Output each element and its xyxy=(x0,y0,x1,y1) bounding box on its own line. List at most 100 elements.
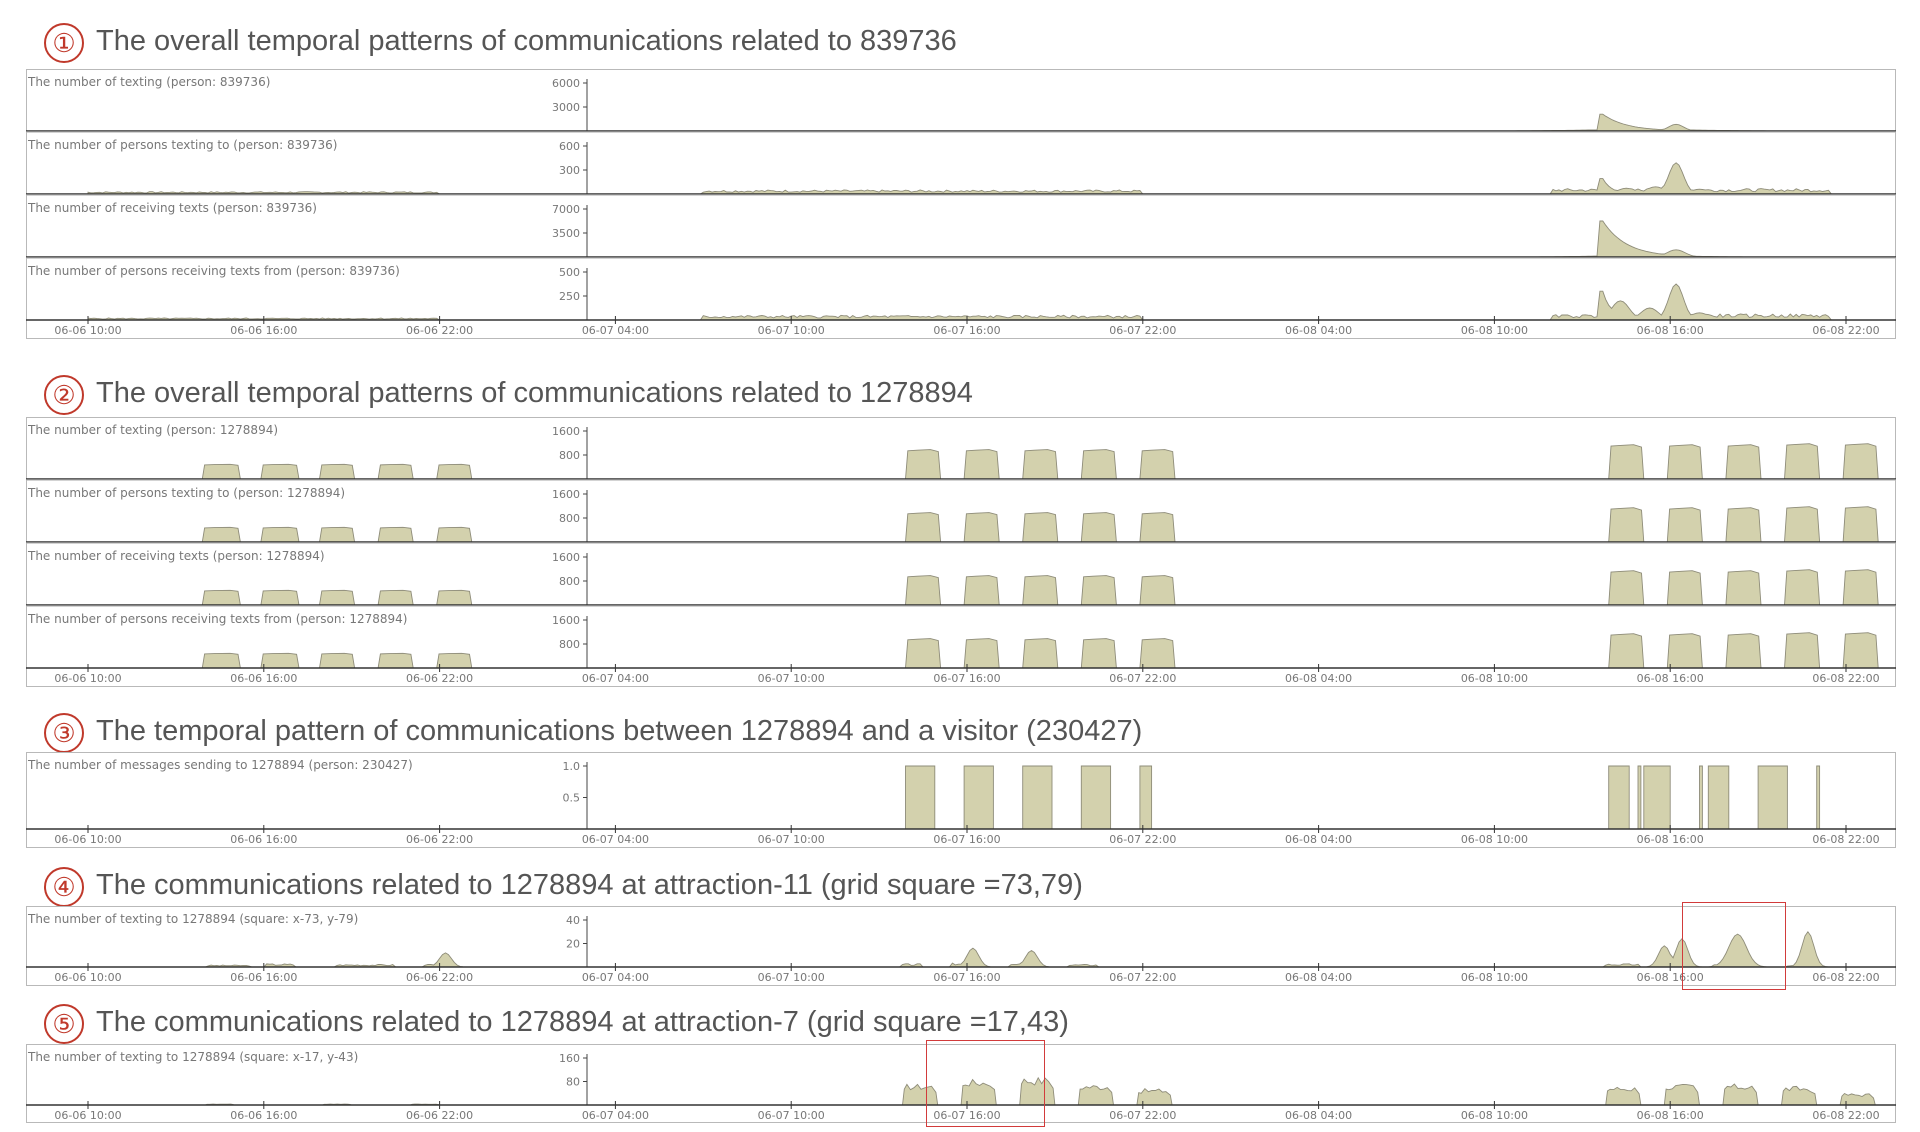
series-area xyxy=(905,449,942,480)
x-tick-label: 06-06 10:00 xyxy=(54,1109,121,1122)
series-area xyxy=(1816,765,1821,830)
series-area xyxy=(1139,449,1176,480)
x-tick-label: 06-07 16:00 xyxy=(933,971,1000,984)
x-tick-label: 06-06 16:00 xyxy=(230,833,297,846)
highlight-box xyxy=(1681,902,1787,990)
section-title: The communications related to 1278894 at… xyxy=(96,869,1083,901)
series-area xyxy=(436,463,473,480)
y-tick-label: 250 xyxy=(559,290,580,303)
x-tick-label: 06-08 16:00 xyxy=(1637,324,1704,337)
series-area xyxy=(1022,638,1059,669)
highlight-box xyxy=(925,1040,1046,1127)
y-tick-label: 80 xyxy=(566,1076,580,1089)
y-tick-label: 40 xyxy=(566,914,580,927)
section-title: The communications related to 1278894 at… xyxy=(96,1006,1069,1038)
chart-svg: The number of texting to 1278894 (square… xyxy=(26,1050,1896,1122)
x-tick-label: 06-07 10:00 xyxy=(758,833,825,846)
series-area xyxy=(377,463,414,480)
x-tick-label: 06-07 16:00 xyxy=(933,672,1000,685)
series-area xyxy=(1022,765,1053,830)
series-area xyxy=(1608,444,1645,480)
series-area xyxy=(1080,638,1117,669)
series-area xyxy=(905,575,942,606)
x-tick-label: 06-07 22:00 xyxy=(1109,833,1176,846)
y-tick-label: 3500 xyxy=(552,227,580,240)
series-area xyxy=(1666,507,1703,543)
series-area xyxy=(901,1083,939,1106)
x-tick-label: 06-06 16:00 xyxy=(230,1109,297,1122)
series-area xyxy=(1139,512,1176,543)
series-area xyxy=(1666,570,1703,606)
row-label: The number of persons receiving texts fr… xyxy=(27,264,400,278)
chart-panel xyxy=(26,1044,1896,1123)
series-area xyxy=(963,575,1000,606)
series-area xyxy=(1139,765,1153,830)
series-area xyxy=(436,526,473,543)
series-area xyxy=(260,589,300,606)
series-area xyxy=(260,652,300,669)
x-tick-label: 06-06 10:00 xyxy=(54,672,121,685)
chart-svg: The number of texting (person: 1278894) 1… xyxy=(26,423,1896,685)
row-label: The number of receiving texts (person: 1… xyxy=(27,549,325,563)
series-area xyxy=(1136,1087,1173,1106)
chart-panel xyxy=(26,906,1896,986)
series-area xyxy=(377,589,414,606)
row-label: The number of persons texting to (person… xyxy=(27,138,337,152)
series-area xyxy=(201,652,241,669)
series-area xyxy=(963,638,1000,669)
x-tick-label: 06-08 22:00 xyxy=(1812,833,1879,846)
x-tick-label: 06-08 10:00 xyxy=(1461,324,1528,337)
series-area xyxy=(1725,633,1762,669)
series-area xyxy=(1605,1086,1642,1106)
series-area xyxy=(318,652,356,669)
y-tick-label: 800 xyxy=(559,638,580,651)
chart-panel xyxy=(26,69,1896,339)
x-tick-label: 06-07 10:00 xyxy=(758,1109,825,1122)
x-tick-label: 06-07 22:00 xyxy=(1109,324,1176,337)
x-tick-label: 06-08 16:00 xyxy=(1637,1109,1704,1122)
chart-svg: The number of messages sending to 127889… xyxy=(26,758,1896,846)
x-tick-label: 06-07 04:00 xyxy=(582,672,649,685)
section-number: ① xyxy=(44,23,84,63)
row-label: The number of texting (person: 839736) xyxy=(27,75,270,89)
x-tick-label: 06-08 16:00 xyxy=(1637,971,1704,984)
series-area xyxy=(1666,444,1703,480)
section-title: The temporal pattern of communications b… xyxy=(96,715,1143,747)
x-tick-label: 06-08 22:00 xyxy=(1812,324,1879,337)
x-tick-label: 06-08 10:00 xyxy=(1461,672,1528,685)
y-tick-label: 1600 xyxy=(552,425,580,438)
row-label: The number of messages sending to 127889… xyxy=(27,758,413,772)
x-tick-label: 06-06 16:00 xyxy=(230,672,297,685)
series-area xyxy=(1022,512,1059,543)
x-tick-label: 06-07 16:00 xyxy=(933,1109,1000,1122)
x-tick-label: 06-06 10:00 xyxy=(54,971,121,984)
series-area xyxy=(1699,765,1703,830)
x-tick-label: 06-08 10:00 xyxy=(1461,833,1528,846)
row-label: The number of persons texting to (person… xyxy=(27,486,345,500)
row-label: The number of texting to 1278894 (square… xyxy=(27,912,358,926)
series-area xyxy=(436,652,473,669)
series-area xyxy=(1139,575,1176,606)
series-area xyxy=(963,512,1000,543)
series-area xyxy=(201,589,241,606)
x-tick-label: 06-08 10:00 xyxy=(1461,971,1528,984)
x-tick-label: 06-07 04:00 xyxy=(582,971,649,984)
series-area xyxy=(905,765,936,830)
series-area xyxy=(1080,512,1117,543)
x-tick-label: 06-08 04:00 xyxy=(1285,672,1352,685)
series-area xyxy=(1839,1092,1876,1106)
series-area xyxy=(1780,1085,1818,1106)
series-area xyxy=(1784,506,1821,543)
series-area xyxy=(377,526,414,543)
x-tick-label: 06-08 16:00 xyxy=(1637,833,1704,846)
series-area xyxy=(1080,449,1117,480)
chart-panel xyxy=(26,417,1896,687)
series-area xyxy=(260,526,300,543)
x-tick-label: 06-07 04:00 xyxy=(582,1109,649,1122)
series-area xyxy=(87,283,1890,321)
x-tick-label: 06-07 22:00 xyxy=(1109,1109,1176,1122)
x-tick-label: 06-08 04:00 xyxy=(1285,324,1352,337)
series-area xyxy=(318,589,356,606)
x-tick-label: 06-08 10:00 xyxy=(1461,1109,1528,1122)
